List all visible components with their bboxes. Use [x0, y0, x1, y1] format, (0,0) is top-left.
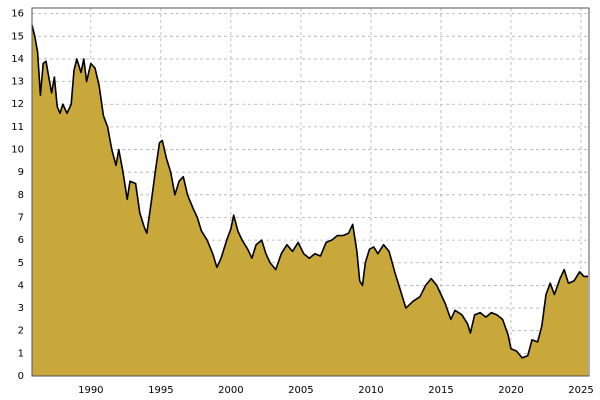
x-tick-label: 2000 — [218, 385, 243, 396]
y-tick-label: 13 — [11, 77, 24, 88]
y-tick-label: 1 — [18, 348, 24, 359]
y-tick-label: 10 — [11, 145, 24, 156]
x-tick-label: 1990 — [78, 385, 103, 396]
y-tick-label: 14 — [11, 54, 24, 65]
line — [31, 24, 588, 359]
y-tick-label: 8 — [18, 190, 24, 201]
y-tick-label: 16 — [11, 9, 24, 20]
y-tick-label: 15 — [11, 31, 24, 42]
y-tick-label: 12 — [11, 99, 24, 110]
x-tick-label: 2020 — [498, 385, 523, 396]
x-tick-label: 2015 — [428, 385, 453, 396]
x-tick-label: 1995 — [148, 385, 173, 396]
y-tick-label: 9 — [18, 167, 24, 178]
y-tick-label: 3 — [18, 303, 24, 314]
y-tick-label: 2 — [18, 326, 24, 337]
x-tick-label: 2005 — [288, 385, 313, 396]
y-tick-label: 11 — [11, 122, 24, 133]
y-tick-label: 5 — [18, 258, 24, 269]
x-tick-label: 2025 — [568, 385, 593, 396]
x-tick-label: 2010 — [358, 385, 383, 396]
y-tick-label: 4 — [18, 280, 24, 291]
area — [32, 25, 588, 376]
y-tick-label: 0 — [18, 371, 24, 382]
y-tick-label: 6 — [18, 235, 24, 246]
plot-frame — [31, 7, 590, 377]
y-tick-label: 7 — [18, 212, 24, 223]
